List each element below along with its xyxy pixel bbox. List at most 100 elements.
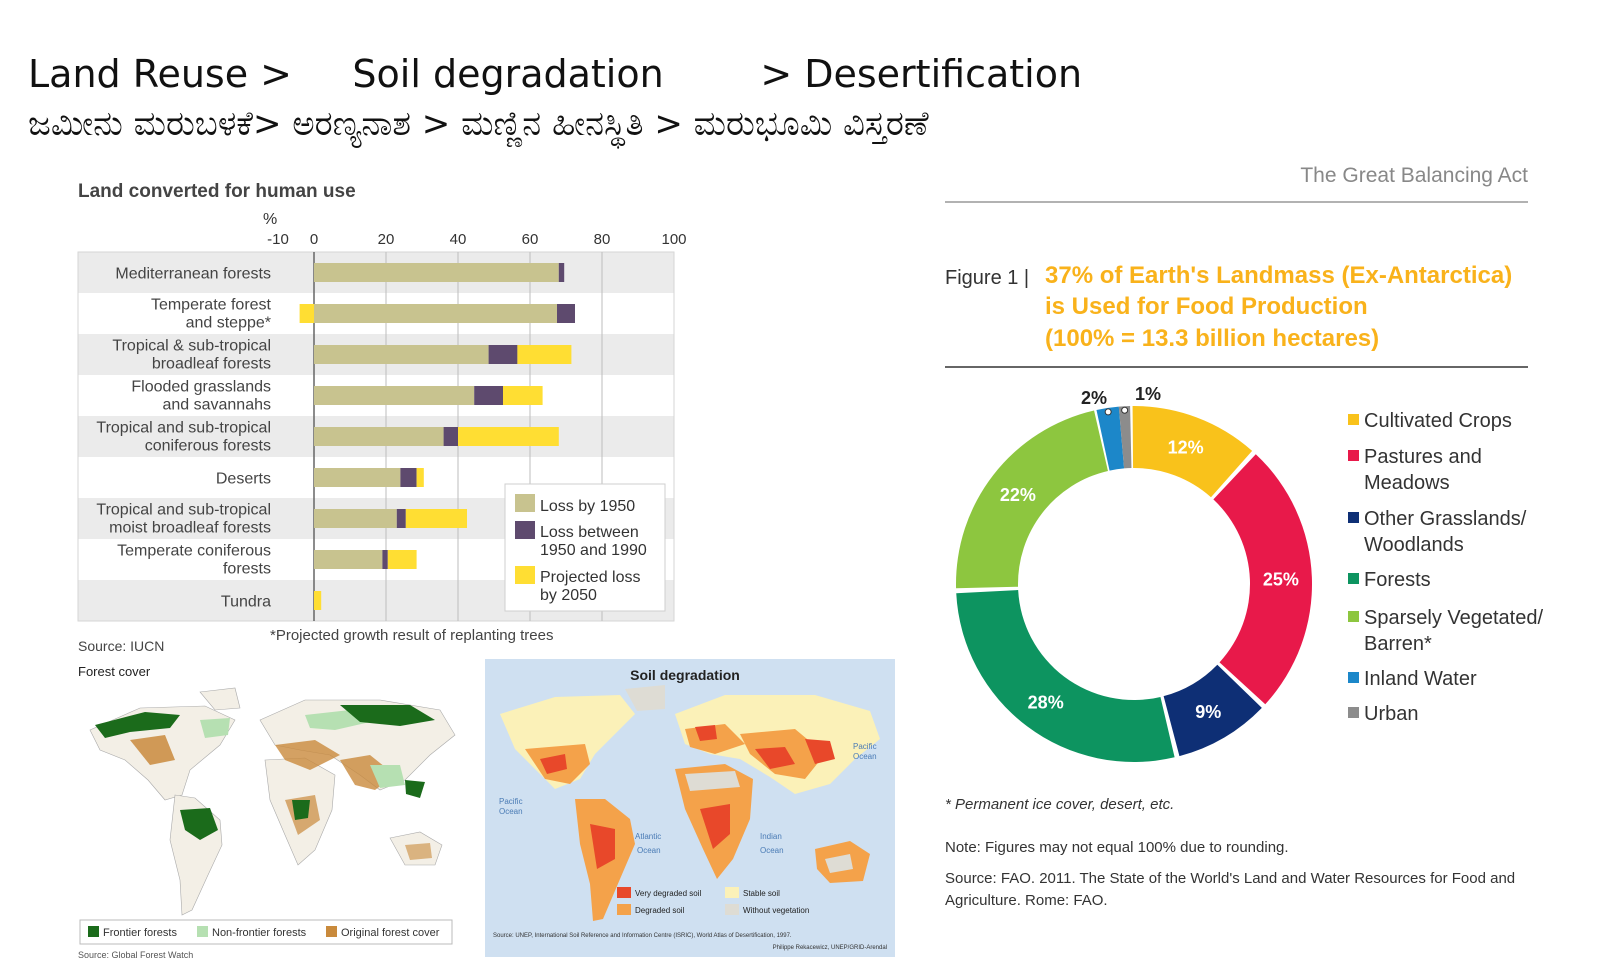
bar-chart-note: *Projected growth result of replanting t… bbox=[270, 627, 553, 644]
bar-projected-2050 bbox=[387, 550, 417, 569]
donut-chart: 12% 25% 9% 28% 22% 2% 1% bbox=[956, 384, 1312, 763]
row-bands bbox=[77, 251, 675, 622]
slice-label: 22% bbox=[1000, 485, 1036, 505]
donut-title-line-1: 37% of Earth's Landmass (Ex-Antarctica) bbox=[1045, 262, 1512, 289]
x-tick-label: 60 bbox=[522, 231, 539, 248]
legend-label-proj-2050-l1: Projected loss bbox=[540, 569, 641, 586]
bar-loss-1990 bbox=[557, 304, 575, 323]
x-tick-label: 100 bbox=[661, 231, 686, 248]
ocean-indian-l2: Ocean bbox=[760, 846, 784, 855]
bar-chart-source: Source: IUCN bbox=[78, 638, 164, 654]
bar-loss-1950 bbox=[314, 304, 557, 323]
legend-label-loss-1950: Loss by 1950 bbox=[540, 498, 635, 515]
slice-inland-water bbox=[1096, 406, 1125, 471]
legend-swatch bbox=[1348, 450, 1359, 461]
x-tick-label: 0 bbox=[310, 231, 318, 248]
slice-label: 25% bbox=[1263, 569, 1299, 589]
legend-swatch-frontier bbox=[88, 926, 99, 937]
category-label: Temperate coniferous bbox=[117, 543, 271, 560]
x-tick-label: 80 bbox=[594, 231, 611, 248]
ocean-atlantic-l1: Atlantic bbox=[635, 832, 661, 841]
legend-swatch-loss-1950 bbox=[515, 494, 535, 512]
legend-swatch-non-frontier bbox=[197, 926, 208, 937]
bar-loss-1990 bbox=[443, 427, 458, 446]
x-tick-label: -10 bbox=[267, 231, 289, 248]
legend-swatch bbox=[1348, 414, 1359, 425]
ocean-indian-l1: Indian bbox=[760, 832, 782, 841]
category-label: Deserts bbox=[216, 471, 271, 488]
slice-cultivated-crops bbox=[1132, 406, 1253, 498]
legend-label: Inland Water bbox=[1364, 668, 1477, 690]
legend-original-forest-cover: Original forest cover bbox=[341, 927, 440, 939]
forest-map-title: Forest cover bbox=[78, 664, 151, 679]
legend-swatch bbox=[1348, 611, 1359, 622]
bar-projected-2050 bbox=[503, 386, 543, 405]
category-label: Tundra bbox=[221, 594, 271, 611]
donut-legend: Cultivated Crops Pastures and Meadows Other… bbox=[1348, 410, 1543, 725]
bar-axis-ticks: -10 0 20 40 60 80 100 bbox=[267, 231, 686, 248]
legend-swatch-proj-2050 bbox=[515, 566, 535, 584]
legend-swatch-original bbox=[326, 926, 337, 937]
legend-very-degraded-soil: Very degraded soil bbox=[635, 889, 701, 898]
bar-projected-2050 bbox=[405, 509, 467, 528]
legend-swatch-degraded bbox=[617, 904, 631, 915]
legend-swatch bbox=[1348, 707, 1359, 718]
legend-swatch bbox=[1348, 512, 1359, 523]
legend-label-loss-1990-l2: 1950 and 1990 bbox=[540, 542, 647, 559]
category-label: Mediterranean forests bbox=[115, 266, 271, 283]
soil-map bbox=[500, 685, 880, 921]
bar-chart-unit: % bbox=[263, 211, 277, 228]
bar-projected-2050 bbox=[517, 345, 572, 364]
slice-pastures-meadows bbox=[1213, 454, 1312, 705]
legend-label: Woodlands bbox=[1364, 534, 1464, 556]
donut-source-line-2: Agriculture. Rome: FAO. bbox=[945, 892, 1108, 909]
legend-swatch-very-degraded bbox=[617, 887, 631, 898]
soil-degradation-map-panel: Soil degradation Pacific Ocean Pacific O… bbox=[485, 659, 895, 957]
soil-map-source: Source: UNEP, International Soil Referen… bbox=[493, 933, 792, 939]
soil-map-title: Soil degradation bbox=[630, 667, 740, 683]
bar-projected-2050 bbox=[299, 304, 314, 323]
bar-projected-2050 bbox=[416, 468, 424, 487]
forest-map-source: Source: Global Forest Watch bbox=[78, 950, 193, 960]
bar-loss-1950 bbox=[314, 509, 397, 528]
legend-label: Meadows bbox=[1364, 472, 1450, 494]
legend-label-proj-2050-l2: by 2050 bbox=[540, 587, 597, 604]
forest-cover-map-panel: Forest cover Frontier forests Non-fronti… bbox=[78, 664, 456, 960]
donut-note: Note: Figures may not equal 100% due to … bbox=[945, 839, 1289, 856]
slice-marker bbox=[1104, 408, 1112, 416]
legend-label: Forests bbox=[1364, 569, 1431, 591]
category-label: coniferous forests bbox=[145, 438, 271, 455]
slice-label: 9% bbox=[1195, 702, 1221, 722]
slice-marker bbox=[1121, 406, 1129, 414]
legend-swatch bbox=[1348, 672, 1359, 683]
ocean-pacific-east-l2: Ocean bbox=[853, 752, 877, 761]
bar-loss-1990 bbox=[558, 263, 565, 282]
legend-without-vegetation: Without vegetation bbox=[743, 906, 809, 915]
category-label: forests bbox=[223, 561, 271, 578]
bar-loss-1990 bbox=[488, 345, 518, 364]
slice-forests bbox=[956, 590, 1175, 763]
bar-projected-2050 bbox=[314, 591, 322, 610]
slice-label: 1% bbox=[1135, 384, 1161, 404]
bar-loss-1990 bbox=[396, 509, 406, 528]
forest-map bbox=[89, 687, 456, 916]
slice-label: 2% bbox=[1081, 388, 1107, 408]
forest-legend-box bbox=[79, 919, 453, 945]
bar-loss-1950 bbox=[314, 550, 383, 569]
legend-label: Sparsely Vegetated/ bbox=[1364, 607, 1543, 629]
soil-map-credit: Philippe Rekacewicz, UNEP/GRID-Arendal bbox=[773, 945, 887, 951]
category-label: moist broadleaf forests bbox=[109, 520, 271, 537]
donut-source-line-1: Source: FAO. 2011. The State of the Worl… bbox=[945, 870, 1515, 887]
legend-label: Urban bbox=[1364, 703, 1418, 725]
legend-swatch-no-vegetation bbox=[725, 904, 739, 915]
legend-frontier-forests: Frontier forests bbox=[103, 927, 177, 939]
category-label: Tropical and sub-tropical bbox=[96, 420, 271, 437]
slice-label: 12% bbox=[1168, 437, 1204, 457]
category-label: Tropical and sub-tropical bbox=[96, 502, 271, 519]
bar-loss-1950 bbox=[314, 427, 444, 446]
legend-label-loss-1990-l1: Loss between bbox=[540, 524, 639, 541]
legend-stable-soil: Stable soil bbox=[743, 889, 780, 898]
donut-footnote: * Permanent ice cover, desert, etc. bbox=[945, 796, 1174, 813]
legend-swatch-loss-1990 bbox=[515, 521, 535, 539]
legend-label: Barren* bbox=[1364, 633, 1432, 655]
